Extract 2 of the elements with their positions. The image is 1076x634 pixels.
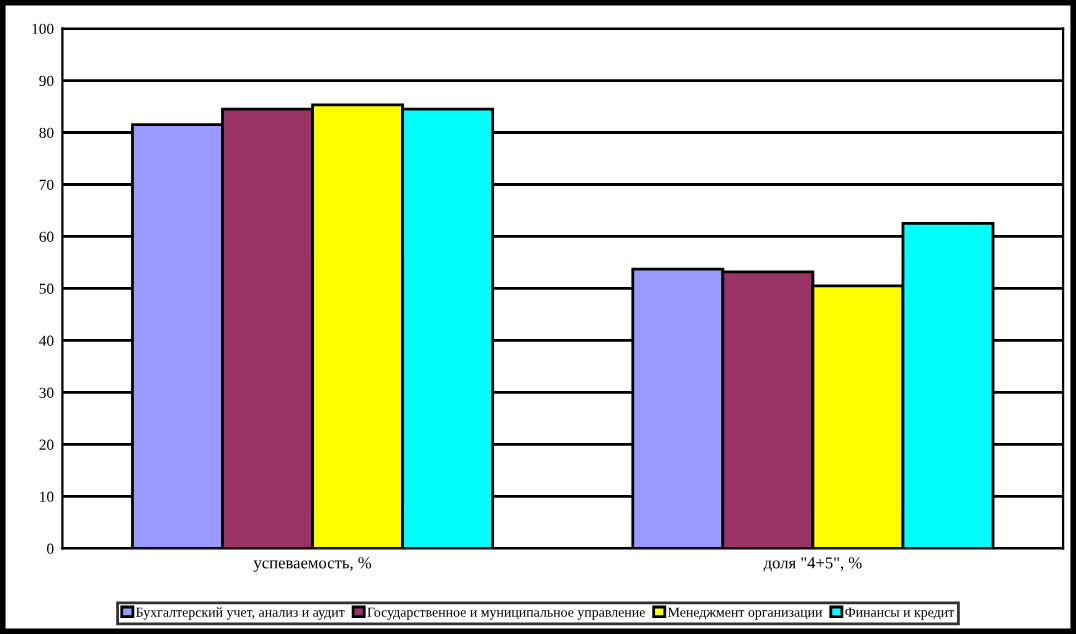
- x-tick-label: доля "4+5", %: [763, 557, 862, 572]
- x-tick-label: успеваемость, %: [253, 557, 372, 572]
